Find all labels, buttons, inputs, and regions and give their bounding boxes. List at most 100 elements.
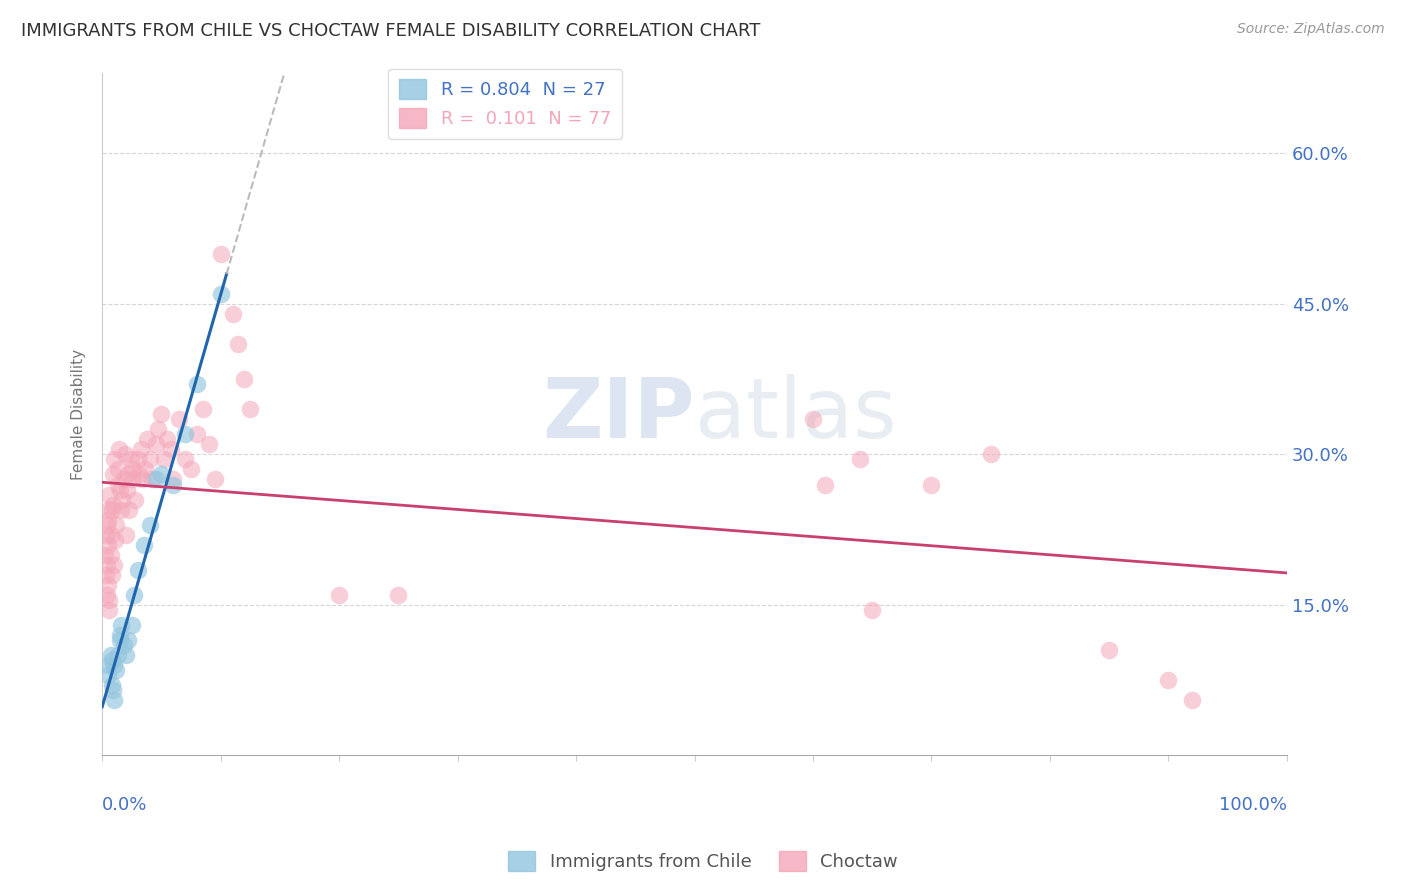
Point xyxy=(94,527,117,541)
Text: 100.0%: 100.0% xyxy=(1219,797,1286,814)
Point xyxy=(980,447,1002,461)
Point xyxy=(112,638,135,652)
Point xyxy=(128,467,150,482)
Point xyxy=(120,452,142,467)
Text: atlas: atlas xyxy=(695,374,896,455)
Point xyxy=(103,558,125,572)
Point xyxy=(1157,673,1180,687)
Point xyxy=(131,442,153,457)
Point xyxy=(141,473,163,487)
Point xyxy=(98,592,121,607)
Point xyxy=(108,483,131,497)
Point xyxy=(110,502,132,516)
Point xyxy=(122,462,145,476)
Point xyxy=(186,427,208,442)
Point xyxy=(110,618,132,632)
Point xyxy=(105,517,128,532)
Point xyxy=(100,502,122,516)
Point xyxy=(96,558,118,572)
Point xyxy=(97,538,120,552)
Point xyxy=(132,538,155,552)
Point xyxy=(97,502,120,516)
Point xyxy=(150,467,173,482)
Point xyxy=(100,648,122,662)
Point xyxy=(100,548,122,562)
Point xyxy=(103,693,125,707)
Point xyxy=(117,467,139,482)
Point xyxy=(100,653,122,667)
Point xyxy=(167,412,190,426)
Point xyxy=(860,603,883,617)
Point xyxy=(387,588,409,602)
Point xyxy=(107,442,129,457)
Point xyxy=(228,337,250,351)
Point xyxy=(124,492,146,507)
Point xyxy=(122,588,145,602)
Point xyxy=(127,452,149,467)
Point xyxy=(94,567,117,582)
Point xyxy=(115,483,138,497)
Point xyxy=(111,492,134,507)
Point xyxy=(101,467,124,482)
Point xyxy=(117,632,139,647)
Point xyxy=(814,477,837,491)
Point xyxy=(186,377,208,392)
Point xyxy=(101,683,124,698)
Point xyxy=(204,473,226,487)
Point xyxy=(118,502,141,516)
Text: 0.0%: 0.0% xyxy=(103,797,148,814)
Point xyxy=(93,548,115,562)
Point xyxy=(115,527,138,541)
Point xyxy=(174,427,197,442)
Point xyxy=(138,517,160,532)
Point xyxy=(104,533,127,547)
Point xyxy=(801,412,824,426)
Point xyxy=(162,477,184,491)
Point xyxy=(221,307,243,321)
Point xyxy=(115,648,138,662)
Legend: Immigrants from Chile, Choctaw: Immigrants from Chile, Choctaw xyxy=(501,844,905,879)
Point xyxy=(328,588,350,602)
Point xyxy=(138,452,160,467)
Point xyxy=(209,287,232,301)
Point xyxy=(114,447,136,461)
Text: IMMIGRANTS FROM CHILE VS CHOCTAW FEMALE DISABILITY CORRELATION CHART: IMMIGRANTS FROM CHILE VS CHOCTAW FEMALE … xyxy=(21,22,761,40)
Point xyxy=(97,658,120,673)
Point xyxy=(96,588,118,602)
Point xyxy=(191,402,214,417)
Point xyxy=(97,668,120,682)
Point xyxy=(127,563,149,577)
Point xyxy=(100,527,122,541)
Point xyxy=(108,628,131,642)
Point xyxy=(145,437,167,451)
Text: Source: ZipAtlas.com: Source: ZipAtlas.com xyxy=(1237,22,1385,37)
Point xyxy=(146,422,169,436)
Point xyxy=(233,372,256,386)
Point xyxy=(920,477,942,491)
Point xyxy=(97,513,120,527)
Point xyxy=(1098,643,1121,657)
Y-axis label: Female Disability: Female Disability xyxy=(72,349,86,480)
Point xyxy=(162,473,184,487)
Point xyxy=(1181,693,1204,707)
Point xyxy=(97,578,120,592)
Point xyxy=(134,462,156,476)
Point xyxy=(107,462,129,476)
Point xyxy=(98,603,121,617)
Point xyxy=(112,473,135,487)
Point xyxy=(105,663,128,677)
Point xyxy=(160,442,183,457)
Text: ZIP: ZIP xyxy=(543,374,695,455)
Legend: R = 0.804  N = 27, R =  0.101  N = 77: R = 0.804 N = 27, R = 0.101 N = 77 xyxy=(388,69,621,139)
Point xyxy=(101,498,124,512)
Point xyxy=(107,477,129,491)
Point xyxy=(100,567,122,582)
Point xyxy=(131,473,153,487)
Point xyxy=(108,632,131,647)
Point xyxy=(239,402,262,417)
Point xyxy=(145,473,167,487)
Point xyxy=(121,473,143,487)
Point xyxy=(849,452,872,467)
Point xyxy=(98,487,121,501)
Point xyxy=(103,452,125,467)
